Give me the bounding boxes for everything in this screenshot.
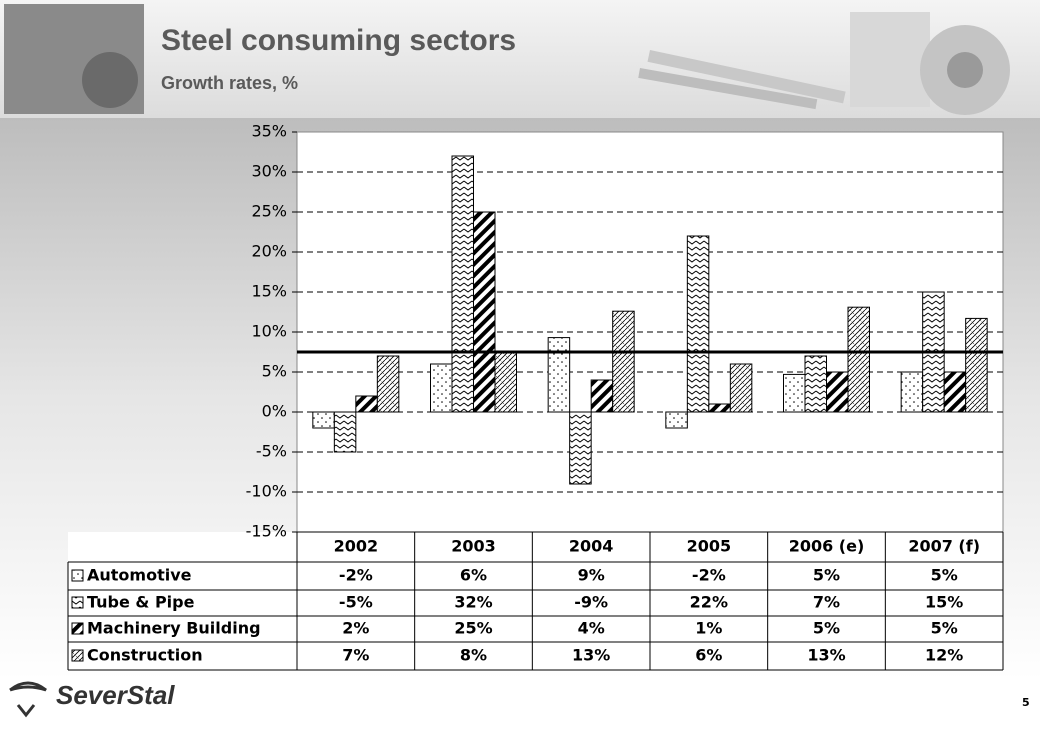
bar bbox=[804, 355, 827, 413]
table-cell: 4% bbox=[578, 619, 605, 638]
table-cell: 9% bbox=[578, 566, 605, 585]
bar bbox=[686, 235, 710, 413]
table-column-header: 2004 bbox=[569, 537, 614, 556]
table-cell: 5% bbox=[931, 619, 958, 638]
table-cell: 15% bbox=[925, 593, 963, 612]
bar bbox=[783, 373, 806, 413]
page-number: 5 bbox=[1022, 696, 1030, 709]
table-cell: 13% bbox=[807, 646, 845, 665]
bar bbox=[900, 371, 924, 413]
bar bbox=[847, 306, 870, 413]
y-tick-label: 10% bbox=[251, 322, 287, 341]
bar bbox=[943, 371, 967, 413]
bar bbox=[569, 411, 592, 485]
header-pipes bbox=[638, 12, 1010, 115]
table-cell: 13% bbox=[572, 646, 610, 665]
legend-label: Construction bbox=[87, 646, 203, 665]
y-tick-label: -5% bbox=[256, 442, 287, 461]
bar bbox=[451, 155, 474, 413]
bar bbox=[612, 310, 635, 413]
table-cell: 5% bbox=[813, 619, 840, 638]
legend-label: Machinery Building bbox=[87, 619, 261, 638]
bar bbox=[590, 379, 614, 413]
table-column-header: 2006 (e) bbox=[789, 537, 865, 556]
legend-label: Automotive bbox=[87, 566, 192, 585]
table-column-header: 2005 bbox=[687, 537, 732, 556]
y-tick-label: -10% bbox=[246, 482, 287, 501]
table-cell: 22% bbox=[690, 593, 728, 612]
bar bbox=[708, 403, 731, 413]
bar bbox=[355, 395, 378, 413]
y-tick-label: 30% bbox=[251, 162, 287, 181]
table-cell: 8% bbox=[460, 646, 487, 665]
logo-icon bbox=[9, 681, 47, 718]
table-cell: -9% bbox=[574, 593, 608, 612]
table-cell: 6% bbox=[460, 566, 487, 585]
table-cell: 5% bbox=[931, 566, 958, 585]
data-table bbox=[68, 532, 1003, 670]
bar bbox=[965, 317, 988, 413]
y-tick-label: 35% bbox=[251, 122, 287, 141]
y-tick-label: 25% bbox=[251, 202, 287, 221]
y-tick-label: 20% bbox=[251, 242, 287, 261]
plot: -15% -10% -5% 0% 5% 10% 15% 20% 25% 30% 35% 2002 200… bbox=[67, 122, 1004, 671]
bar bbox=[312, 411, 335, 429]
bar bbox=[430, 363, 453, 413]
bar bbox=[473, 211, 496, 413]
table-cell: 32% bbox=[454, 593, 492, 612]
bar bbox=[547, 337, 571, 413]
y-tick-label: 0% bbox=[262, 402, 287, 421]
logo: SeverStal bbox=[56, 680, 175, 710]
legend-swatch bbox=[71, 622, 84, 635]
table-column-header: 2007 (f) bbox=[908, 537, 980, 556]
table-cell: 1% bbox=[695, 619, 722, 638]
table-cell: -5% bbox=[339, 593, 373, 612]
table-cell: -2% bbox=[692, 566, 726, 585]
chart-subtitle: Growth rates, % bbox=[161, 73, 298, 93]
legend-swatch bbox=[71, 569, 84, 582]
y-tick-label: 15% bbox=[251, 282, 287, 301]
table-column-header: 2002 bbox=[334, 537, 379, 556]
bar bbox=[826, 371, 849, 413]
bar bbox=[494, 351, 517, 413]
table-cell: 2% bbox=[342, 619, 369, 638]
table-cell: 12% bbox=[925, 646, 963, 665]
table-cell: 7% bbox=[342, 646, 369, 665]
table-cell: 5% bbox=[813, 566, 840, 585]
bar bbox=[333, 411, 357, 453]
bar bbox=[729, 363, 753, 413]
table-column-header: 2003 bbox=[451, 537, 496, 556]
chart-title: Steel consuming sectors bbox=[161, 24, 516, 57]
legend-swatch bbox=[71, 649, 84, 662]
table-cell: 25% bbox=[454, 619, 492, 638]
table-cell: 6% bbox=[695, 646, 722, 665]
y-tick-label: 5% bbox=[262, 362, 287, 381]
table-cell: -2% bbox=[339, 566, 373, 585]
bar bbox=[665, 411, 688, 429]
header-photo-detail bbox=[82, 52, 138, 108]
y-tick-label: -15% bbox=[246, 522, 287, 541]
bar bbox=[376, 355, 400, 413]
legend-swatch bbox=[71, 596, 84, 609]
table-cell: 7% bbox=[813, 593, 840, 612]
legend-label: Tube & Pipe bbox=[87, 593, 195, 612]
